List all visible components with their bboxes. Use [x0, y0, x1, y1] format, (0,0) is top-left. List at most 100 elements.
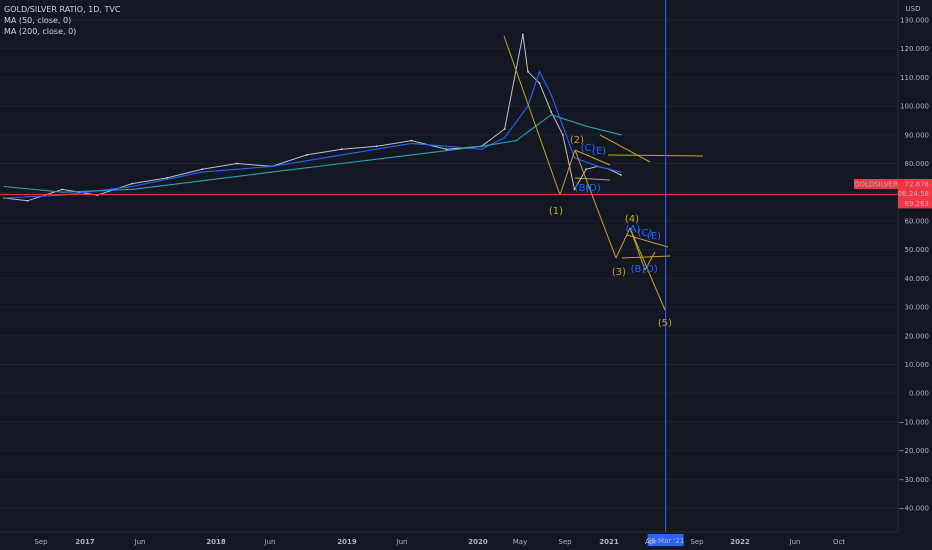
crosshair-vertical: 26 Mar '21	[647, 0, 684, 546]
price-axis[interactable]: USD 130.000 120.000 110.000 100.000 90.000 80.…	[854, 0, 932, 550]
wave-label: (3)	[612, 267, 626, 278]
ma-point	[480, 145, 482, 147]
price-point	[527, 70, 529, 73]
time-axis[interactable]: Sep 2017 Jun 2018 Jun 2019 Jun 2020 May Sep 2021 Ap…	[0, 531, 898, 546]
price-tick-label: 60.000	[905, 217, 930, 225]
ma-point	[410, 154, 413, 156]
wave-label: (D)	[642, 264, 658, 275]
price-line-layer	[3, 33, 622, 202]
price-tick-label: −20.000	[899, 447, 929, 455]
indicator-ma50-label[interactable]: MA (50, close, 0)	[4, 16, 72, 25]
ma-point	[3, 197, 5, 199]
wave-line[interactable]	[629, 227, 646, 271]
price-tick-label: 80.000	[905, 160, 930, 168]
countdown-label: 06:24:58	[898, 190, 929, 198]
price-tick-label: 100.000	[900, 103, 929, 111]
chart-legend: GOLD/SILVER RATIO, 1D, TVC MA (50, close…	[4, 4, 120, 37]
price-point	[538, 82, 541, 85]
price-point	[166, 176, 169, 179]
wave-label: (E)	[647, 231, 661, 242]
ma-point	[3, 185, 5, 188]
price-tick-label: 40.000	[905, 275, 930, 283]
time-tick-label: Sep	[690, 538, 704, 546]
ma-point	[504, 137, 506, 139]
price-tick-label: −30.000	[899, 476, 929, 484]
wave-line[interactable]	[574, 177, 611, 181]
price-point	[503, 128, 506, 130]
grid	[0, 19, 898, 509]
ma-point	[201, 180, 203, 182]
currency-label[interactable]: USD	[906, 5, 921, 13]
ma-point	[131, 188, 133, 190]
wave-label: (1)	[549, 206, 563, 217]
wave-label: (4)	[625, 214, 639, 225]
price-point	[340, 148, 343, 151]
wave-line[interactable]	[599, 134, 651, 163]
time-tick-label: Jun	[134, 538, 146, 546]
wave-line[interactable]	[574, 149, 611, 166]
price-tick-label: 90.000	[905, 131, 930, 139]
time-tick-label: 2022	[730, 538, 750, 546]
indicator-ma200-label[interactable]: MA (200, close, 0)	[4, 27, 77, 36]
price-tick-label: 10.000	[905, 361, 930, 369]
wave-line[interactable]	[559, 149, 576, 196]
price-series-line	[4, 34, 622, 202]
price-point	[585, 168, 587, 171]
wave-line[interactable]	[644, 251, 656, 271]
ma-point	[550, 94, 552, 96]
price-point	[201, 168, 203, 171]
wave-line[interactable]	[607, 154, 704, 157]
wave-label: (2)	[570, 135, 584, 146]
price-tick-label: 30.000	[905, 304, 930, 312]
price-tick-label: 20.000	[905, 332, 930, 340]
price-point	[620, 174, 622, 176]
ma-point	[538, 71, 541, 73]
time-tick-label: Sep	[558, 538, 572, 546]
price-tick-label: 120.000	[900, 45, 929, 53]
ma-point	[341, 162, 343, 165]
wave-label: (B)	[631, 264, 646, 275]
time-tick-label: 2020	[468, 538, 488, 546]
price-point	[521, 33, 524, 36]
wave-label: (E)	[592, 146, 606, 157]
ma-point	[271, 165, 273, 167]
wave-label: (C)	[581, 143, 596, 154]
time-tick-label: 2021	[599, 538, 619, 546]
wave-labels: (1) (2) (3) (4) (5) (A) (B) (C) (D) (E) (B) (C) (D) (…	[549, 135, 672, 329]
price-point	[410, 139, 413, 142]
ma-point	[620, 171, 622, 173]
price-point	[61, 188, 64, 191]
wave-line[interactable]	[629, 227, 666, 311]
symbol-tag[interactable]: GOLDSILVER	[854, 180, 898, 188]
elliott-wave-drawings[interactable]	[503, 35, 704, 311]
ma-point	[61, 191, 63, 193]
time-tick-label: Sep	[34, 538, 48, 546]
ma-point	[480, 148, 482, 150]
symbol-tag-bg	[854, 178, 898, 189]
wave-line[interactable]	[621, 255, 671, 259]
wave-label: (C)	[638, 228, 653, 239]
wave-line[interactable]	[615, 227, 631, 259]
cursor-date-label: 26 Mar '21	[647, 537, 684, 545]
wave-line[interactable]	[626, 234, 669, 248]
ma-point	[131, 185, 133, 188]
time-tick-label: May	[513, 538, 527, 546]
price-point	[305, 154, 308, 156]
ma-point	[201, 171, 203, 173]
time-tick-label: 2018	[206, 538, 226, 546]
price-point	[445, 148, 448, 151]
time-tick-label: Jun	[789, 538, 801, 546]
price-point	[131, 182, 134, 185]
time-tick-label: Jun	[396, 538, 408, 546]
wave-label: (5)	[658, 318, 672, 329]
price-tick-label: −10.000	[899, 418, 929, 426]
symbol-title[interactable]: GOLD/SILVER RATIO, 1D, TVC	[4, 5, 121, 14]
wave-line[interactable]	[503, 35, 561, 196]
ma-point	[271, 171, 273, 173]
ma-point	[550, 114, 552, 116]
price-tick-label: 0.000	[909, 390, 929, 398]
price-point	[26, 199, 29, 202]
wave-line[interactable]	[574, 149, 617, 259]
ma200-line	[4, 114, 622, 193]
